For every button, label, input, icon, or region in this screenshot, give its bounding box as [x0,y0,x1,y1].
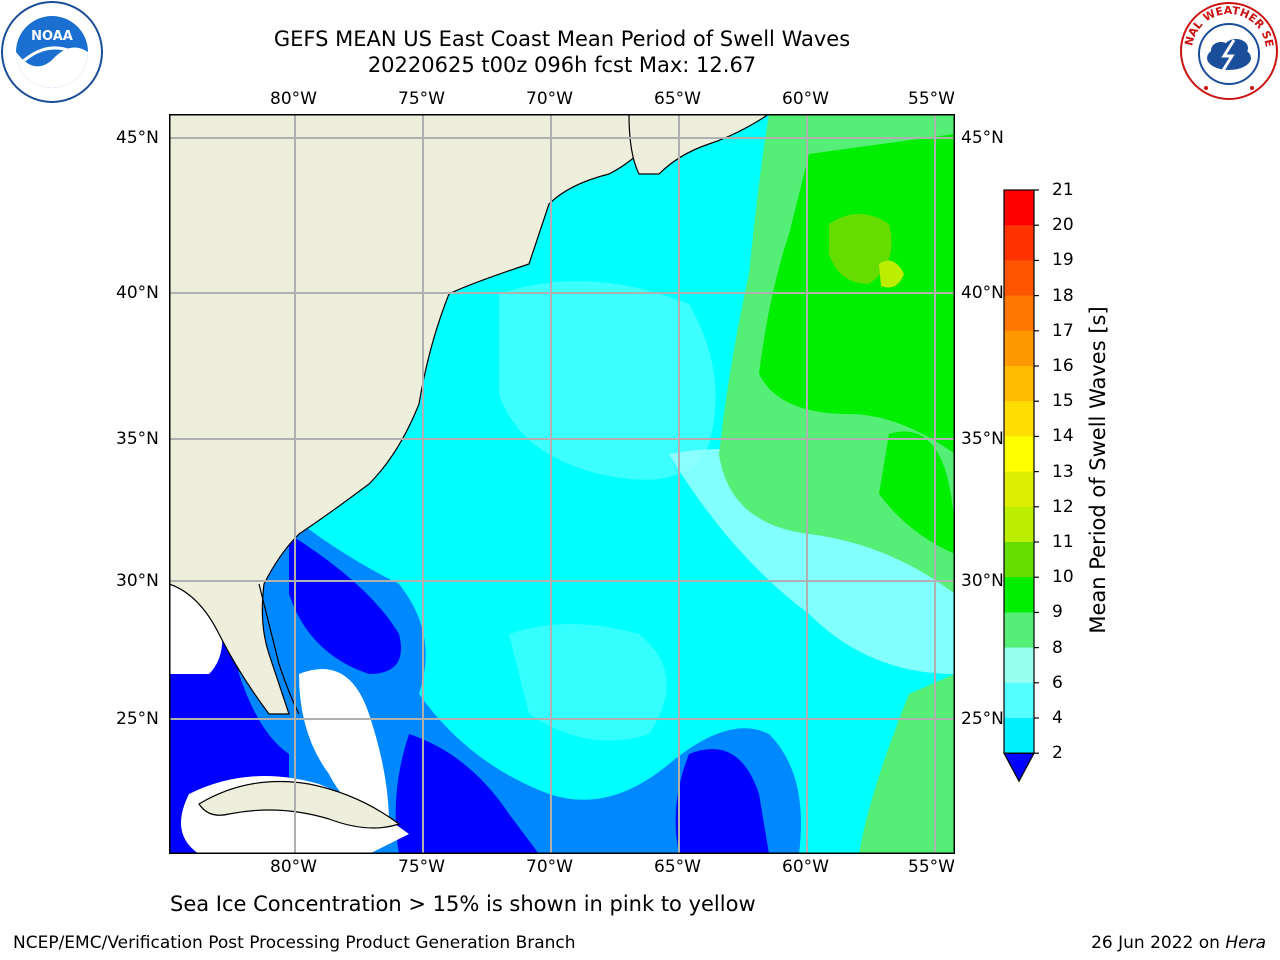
swell-band-11-12 [829,214,892,284]
lon-label-top-75w: 75°W [398,89,445,109]
colorbar-tick-label: 15 [1052,391,1074,412]
footer-host: Hera [1225,933,1266,953]
colorbar-segment [1004,682,1034,719]
lon-label-bottom-55w: 55°W [908,857,955,877]
colorbar-tick-label: 21 [1052,180,1074,200]
colorbar-tick-label: 13 [1052,461,1074,482]
ocean-band-8s [499,281,716,480]
colorbar-segment [1004,366,1034,402]
colorbar-segment [1004,612,1034,649]
lon-label-bottom-65w: 65°W [654,857,701,877]
graticule [169,114,955,854]
colorbar-tick-label: 18 [1052,285,1074,306]
map-frame [169,114,955,854]
lon-label-top-60w: 60°W [782,89,829,109]
footer-date: 26 Jun 2022 on Hera [1091,932,1266,954]
map-title: GEFS MEAN US East Coast Mean Period of S… [273,27,851,51]
colorbar-tick-label: 11 [1052,532,1074,552]
colorbar-title: Mean Period of Swell Waves [s] [1086,306,1110,634]
colorbar-segment [1004,401,1034,437]
colorbar-segment [1004,225,1034,261]
lon-label-top-65w: 65°W [654,89,701,109]
swell-band-2-4-caribbean [395,734,539,854]
map-subtitle: 20220625 t00z 096h fcst Max: 12.67 [367,53,757,77]
colorbar [1002,189,1039,783]
sea-ice-note: Sea Ice Concentration > 15% is shown in … [170,892,756,916]
swell-band-2-4-bahamas [289,534,401,674]
lon-label-bottom-80w: 80°W [270,857,317,877]
lat-label-right-45n: 45°N [961,128,1004,148]
colorbar-tick-label: 9 [1052,602,1063,623]
lat-label-left-35n: 35°N [116,429,159,449]
colorbar-tick-label: 17 [1052,320,1074,341]
swell-period-map [169,114,955,854]
lon-label-bottom-75w: 75°W [398,857,445,877]
florida-coast [258,583,300,715]
nws-logo: NATIONAL WEATHER SERVICE [1178,0,1278,100]
swell-band-2-4-east-caribbean [675,749,769,854]
colorbar-segment [1004,471,1034,508]
colorbar-segment [1004,295,1034,332]
colorbar-tick-label: 2 [1052,743,1063,764]
colorbar-segment [1004,330,1034,367]
missing-data-bahamas [299,669,389,824]
colorbar-segment [1004,436,1034,473]
colorbar-tick-label: 4 [1052,708,1063,728]
lat-label-left-45n: 45°N [116,128,159,148]
footer-credit: NCEP/EMC/Verification Post Processing Pr… [13,933,576,953]
lat-label-right-40n: 40°N [961,283,1004,303]
colorbar-tick-label: 8 [1052,637,1063,658]
colorbar-tick-label: 6 [1052,672,1063,693]
colorbar-segment [1004,542,1034,578]
lon-label-top-55w: 55°W [908,89,955,109]
colorbar-segment [1004,647,1034,684]
noaa-logo: NOAA [1,1,103,103]
colorbar-tick-label: 12 [1052,496,1074,517]
lon-label-top-80w: 80°W [270,89,317,109]
lon-label-bottom-70w: 70°W [526,857,573,877]
nova-scotia-land [628,114,771,175]
lat-label-right-35n: 35°N [961,429,1004,449]
swell-max-cell [879,260,904,288]
svg-text:NOAA: NOAA [31,29,73,44]
lat-label-left-25n: 25°N [116,709,159,729]
colorbar-extend-arrow [1002,752,1036,783]
colorbar-segment [1004,506,1034,543]
cuba-land [198,780,401,829]
colorbar-segment [1004,577,1034,613]
ocean-band-7s [509,624,667,741]
lat-label-left-40n: 40°N [116,283,159,303]
colorbar-tick-label: 20 [1052,215,1074,236]
colorbar-tick-label: 14 [1052,426,1074,447]
lon-label-bottom-60w: 60°W [782,857,829,877]
us-east-coast-land [169,114,690,715]
colorbar-segment [1004,190,1034,226]
footer-date-text: 26 Jun 2022 on [1091,933,1226,953]
colorbar-tick-label: 16 [1052,356,1074,376]
lat-label-right-30n: 30°N [961,571,1004,591]
lat-label-right-25n: 25°N [961,709,1004,729]
colorbar-tick-label: 10 [1052,567,1074,588]
colorbar-tick-label: 19 [1052,250,1074,271]
colorbar-segment [1004,260,1034,297]
lat-label-left-30n: 30°N [116,571,159,591]
lon-label-top-70w: 70°W [526,89,573,109]
colorbar-segment [1004,718,1034,754]
